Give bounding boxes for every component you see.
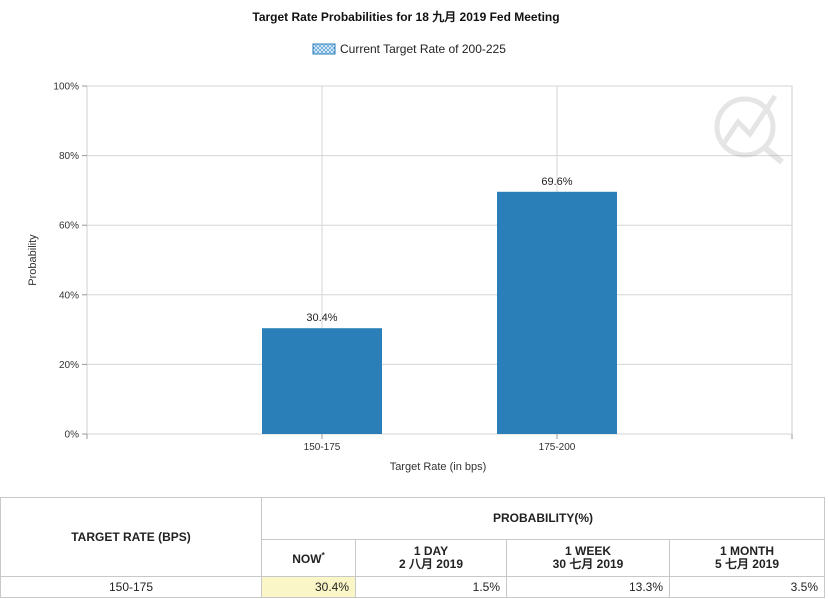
x-axis-title: Target Rate (in bps) — [390, 461, 487, 473]
chart-title: Target Rate Probabilities for 18 九月 2019… — [252, 9, 559, 24]
bar-175-200[interactable] — [497, 191, 617, 434]
chart: Target Rate Probabilities for 18 九月 2019… — [27, 9, 793, 473]
header-1month[interactable]: 1 MONTH 5 七月 2019 — [669, 538, 825, 578]
y-tick-label: 80% — [59, 151, 79, 162]
data-label: 69.6% — [541, 176, 572, 188]
header-target-rate[interactable]: TARGET RATE (BPS) — [0, 497, 262, 577]
header-1week[interactable]: 1 WEEK 30 七月 2019 — [506, 538, 670, 578]
y-tick-label: 0% — [65, 430, 80, 441]
header-1month-date: 5 七月 2019 — [714, 556, 780, 571]
cell-1week: 13.3% — [506, 576, 670, 598]
axes: 0% 20% 40% 60% 80% 100% 150-175 175-200 — [53, 82, 793, 453]
header-probability: PROBABILITY(%) — [261, 497, 825, 540]
header-1day-date: 2 八月 2019 — [398, 556, 464, 571]
legend[interactable]: Current Target Rate of 200-225 — [312, 42, 506, 56]
cell-now: 30.4% — [261, 576, 356, 598]
x-tick-label: 175-200 — [539, 442, 576, 453]
y-tick-label: 60% — [59, 221, 79, 232]
y-axis-title: Probability — [27, 234, 39, 286]
cell-1day: 1.5% — [355, 576, 507, 598]
header-1day[interactable]: 1 DAY 2 八月 2019 — [355, 538, 507, 578]
gridlines — [86, 85, 793, 435]
plot-area — [86, 85, 793, 435]
y-tick-label: 100% — [53, 82, 79, 93]
y-tick-label: 40% — [59, 290, 79, 301]
legend-swatch — [312, 43, 336, 55]
header-now[interactable]: NOW* — [261, 538, 356, 578]
data-labels: 30.4% 69.6% — [306, 176, 572, 324]
y-tick-label: 20% — [59, 360, 79, 371]
cell-rate: 150-175 — [0, 576, 262, 598]
x-tick-label: 150-175 — [304, 442, 341, 453]
watermark-logo — [714, 94, 784, 165]
legend-label: Current Target Rate of 200-225 — [340, 42, 506, 56]
header-now-label: NOW — [292, 552, 322, 567]
header-1week-date: 30 七月 2019 — [552, 556, 624, 571]
table-row: 150-175 30.4% 1.5% 13.3% 3.5% — [0, 576, 825, 598]
header-1day-label: 1 DAY — [413, 543, 449, 558]
data-label: 30.4% — [306, 312, 337, 324]
probability-table: TARGET RATE (BPS) PROBABILITY(%) NOW* 1 … — [0, 497, 825, 598]
bar-150-175[interactable] — [262, 328, 382, 434]
cell-1month: 3.5% — [669, 576, 825, 598]
header-1week-label: 1 WEEK — [564, 543, 611, 558]
header-1month-label: 1 MONTH — [720, 543, 774, 558]
bars — [262, 191, 617, 434]
header-now-mark: * — [321, 551, 325, 561]
